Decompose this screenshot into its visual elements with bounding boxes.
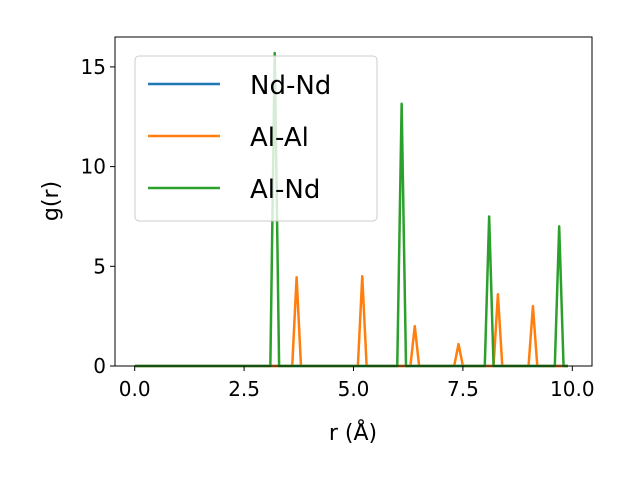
y-tick-label: 0 xyxy=(93,354,106,378)
legend-box xyxy=(134,55,378,222)
x-tick-label: 0.0 xyxy=(119,377,151,401)
legend-label-al-al: Al-Al xyxy=(250,123,309,153)
legend-items: Nd-Nd Al-Al Al-Nd xyxy=(148,71,331,205)
y-axis-label: g(r) xyxy=(39,181,64,221)
x-axis: 0.0 2.5 5.0 7.5 10.0 xyxy=(119,366,595,401)
legend-label-al-nd: Al-Nd xyxy=(250,175,320,205)
legend-label-nd-nd: Nd-Nd xyxy=(250,71,331,101)
y-axis: 0 5 10 15 xyxy=(81,55,115,378)
y-tick-label: 15 xyxy=(81,55,106,79)
series-line-al-al xyxy=(134,275,568,368)
x-tick-label: 7.5 xyxy=(447,377,479,401)
x-tick-label: 5.0 xyxy=(338,377,370,401)
x-tick-label: 2.5 xyxy=(228,377,260,401)
x-axis-label: r (Å) xyxy=(329,419,377,446)
y-tick-label: 5 xyxy=(93,254,106,278)
legend: Nd-Nd Al-Al Al-Nd xyxy=(134,55,378,222)
x-tick-label: 10.0 xyxy=(550,377,595,401)
y-tick-label: 10 xyxy=(81,155,106,179)
